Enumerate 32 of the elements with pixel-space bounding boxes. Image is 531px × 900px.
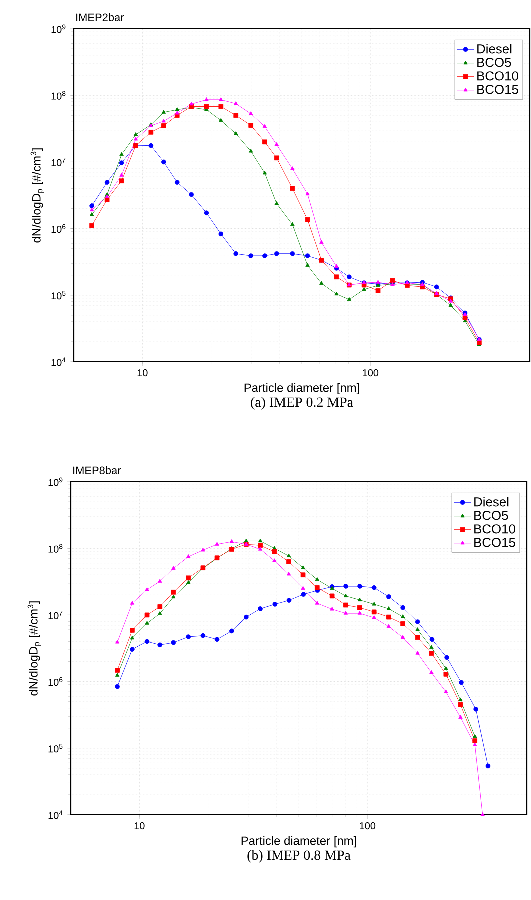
x-axis-title: Particle diameter [nm] bbox=[242, 836, 356, 848]
legend-label: BCO10 bbox=[474, 524, 516, 534]
x-tick-label: 10 bbox=[138, 370, 148, 377]
legend-label: BCO10 bbox=[478, 72, 518, 81]
y-tick-label: 10$^{9}$ bbox=[52, 24, 66, 34]
y-axis-title: dN/dlogD$_{p}$ [#/cm$^{3}$] bbox=[30, 148, 44, 243]
x-tick-label: 10 bbox=[134, 822, 145, 830]
y-tick-label: 10$^{5}$ bbox=[48, 744, 63, 753]
legend-label: Diesel bbox=[474, 497, 509, 507]
y-tick-label: 10$^{4}$ bbox=[52, 358, 66, 366]
y-tick-label: 10$^{4}$ bbox=[48, 810, 63, 820]
legend-label: BCO15 bbox=[474, 538, 516, 548]
legend-label: BCO15 bbox=[478, 85, 518, 94]
y-tick-label: 10$^{8}$ bbox=[48, 544, 63, 553]
legend-label: BCO5 bbox=[474, 511, 508, 520]
y-tick-label: 10$^{7}$ bbox=[48, 610, 63, 620]
chart-title: IMEP2bar bbox=[76, 13, 124, 22]
y-tick-label: 10$^{6}$ bbox=[48, 678, 63, 686]
y-tick-label: 10$^{7}$ bbox=[52, 158, 66, 166]
y-tick-label: 10$^{9}$ bbox=[48, 478, 63, 486]
legend-label: BCO5 bbox=[478, 58, 512, 68]
x-tick-label: 100 bbox=[363, 370, 379, 377]
y-tick-label: 10$^{6}$ bbox=[52, 224, 66, 234]
text: (b) IMEP 0.8 MPa bbox=[248, 850, 351, 863]
chart-title: IMEP8bar bbox=[74, 466, 122, 475]
text: (a) IMEP 0.2 MPa bbox=[251, 397, 354, 410]
y-axis-title: dN/dlogD$_{p}$ [#/cm$^{3}$] bbox=[28, 602, 42, 696]
y-tick-label: 10$^{5}$ bbox=[52, 291, 66, 300]
x-tick-label: 100 bbox=[360, 822, 376, 830]
legend-label: Diesel bbox=[478, 44, 512, 54]
x-axis-title: Particle diameter [nm] bbox=[244, 383, 360, 395]
y-tick-label: 10$^{8}$ bbox=[52, 91, 66, 100]
